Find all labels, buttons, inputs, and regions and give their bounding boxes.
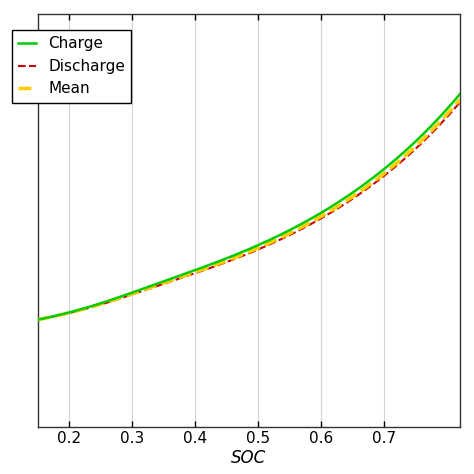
Discharge: [286, 233, 292, 238]
Charge: [236, 251, 241, 256]
Charge: [457, 91, 463, 97]
Mean: [381, 171, 386, 177]
Charge: [447, 103, 453, 109]
Line: Discharge: Discharge: [38, 102, 460, 319]
Discharge: [35, 317, 41, 322]
Mean: [238, 252, 244, 258]
Mean: [35, 317, 41, 322]
Legend: Charge, Discharge, Mean: Charge, Discharge, Mean: [12, 30, 131, 102]
Mean: [447, 109, 453, 114]
Mean: [457, 97, 463, 102]
Discharge: [457, 100, 463, 105]
Charge: [286, 228, 292, 233]
Discharge: [381, 173, 386, 179]
Mean: [264, 242, 269, 247]
X-axis label: SOC: SOC: [231, 449, 266, 467]
Line: Charge: Charge: [38, 94, 460, 319]
Charge: [35, 317, 41, 322]
Discharge: [264, 243, 269, 249]
Discharge: [236, 255, 241, 260]
Mean: [236, 254, 241, 259]
Discharge: [447, 111, 453, 117]
Charge: [264, 239, 269, 245]
Mean: [286, 231, 292, 237]
Discharge: [238, 254, 244, 259]
Line: Mean: Mean: [38, 100, 460, 319]
Charge: [238, 250, 244, 255]
Charge: [381, 166, 386, 172]
